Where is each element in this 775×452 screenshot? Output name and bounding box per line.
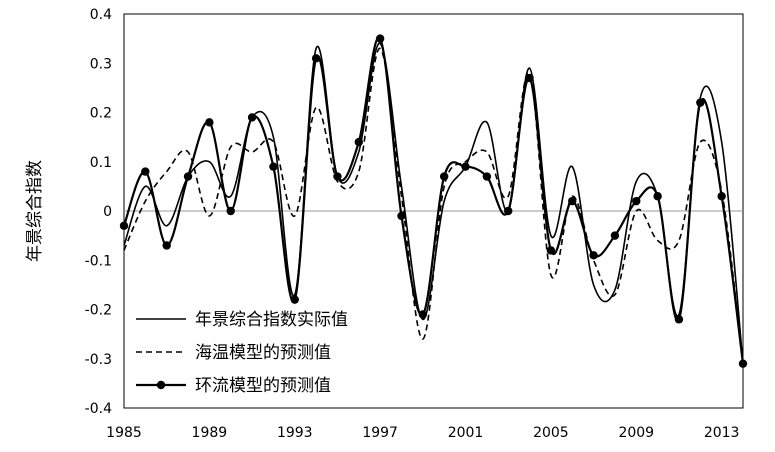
x-tick-label: 2009 [618, 425, 654, 441]
data-point [653, 192, 662, 201]
data-point [610, 231, 620, 240]
data-point [717, 192, 726, 201]
data-point [226, 206, 235, 216]
legend-label: 年景综合指数实际值 [195, 310, 348, 330]
legend-item: 环流模型的预测值 [136, 376, 331, 396]
x-tick-label: 2013 [704, 425, 740, 441]
y-tick-label: 0.1 [90, 155, 112, 171]
data-point [247, 113, 257, 122]
y-axis-label: 年景综合指数 [25, 160, 45, 262]
x-tick-label: 1985 [106, 425, 142, 441]
x-tick-label: 1997 [362, 425, 398, 441]
legend-item: 年景综合指数实际值 [136, 310, 348, 330]
y-axis-ticks: 0.4 0.3 0.2 0.1 0 -0.1 -0.2 -0.3 -0.4 [85, 7, 112, 417]
data-point [205, 118, 214, 127]
y-tick-label: -0.3 [85, 352, 112, 368]
x-tick-label: 1989 [192, 425, 228, 441]
data-point [696, 98, 705, 107]
data-point [290, 295, 299, 304]
data-point [269, 162, 278, 171]
data-point [354, 137, 363, 147]
data-point [119, 221, 129, 230]
data-point [375, 34, 385, 43]
data-point [525, 73, 534, 83]
data-point [311, 54, 321, 63]
data-point [738, 359, 748, 368]
y-tick-label: 0.2 [90, 106, 112, 122]
data-point [504, 206, 513, 216]
data-point [461, 162, 470, 171]
data-point [482, 172, 492, 181]
y-tick-label: -0.2 [85, 303, 112, 319]
data-point [397, 211, 406, 221]
legend-marker [156, 380, 166, 390]
data-point [589, 251, 598, 260]
data-point [162, 241, 171, 250]
legend-label: 环流模型的预测值 [195, 376, 331, 396]
series-layer [119, 34, 748, 368]
y-tick-label: 0.4 [90, 7, 112, 23]
legend-label: 海温模型的预测值 [195, 343, 331, 363]
legend-item: 海温模型的预测值 [136, 343, 331, 363]
data-point [568, 196, 577, 206]
series-2 [123, 47, 744, 364]
y-tick-label: 0 [103, 204, 112, 220]
data-point [418, 310, 428, 319]
data-point [183, 172, 193, 181]
x-tick-label: 1993 [277, 425, 313, 441]
series-line [123, 47, 744, 364]
y-tick-label: 0.3 [90, 56, 112, 72]
data-point [632, 196, 641, 206]
x-tick-label: 2005 [533, 425, 569, 441]
data-point [674, 315, 684, 324]
data-point [141, 167, 150, 176]
data-point [439, 172, 449, 181]
y-tick-label: -0.4 [85, 401, 112, 417]
series-3 [119, 34, 748, 368]
data-point [546, 246, 556, 255]
x-tick-label: 2001 [448, 425, 484, 441]
data-point [333, 172, 342, 181]
x-axis-ticks: 1985 1989 1993 1997 2001 2005 2009 2013 [106, 425, 739, 441]
y-tick-label: -0.1 [85, 253, 112, 269]
